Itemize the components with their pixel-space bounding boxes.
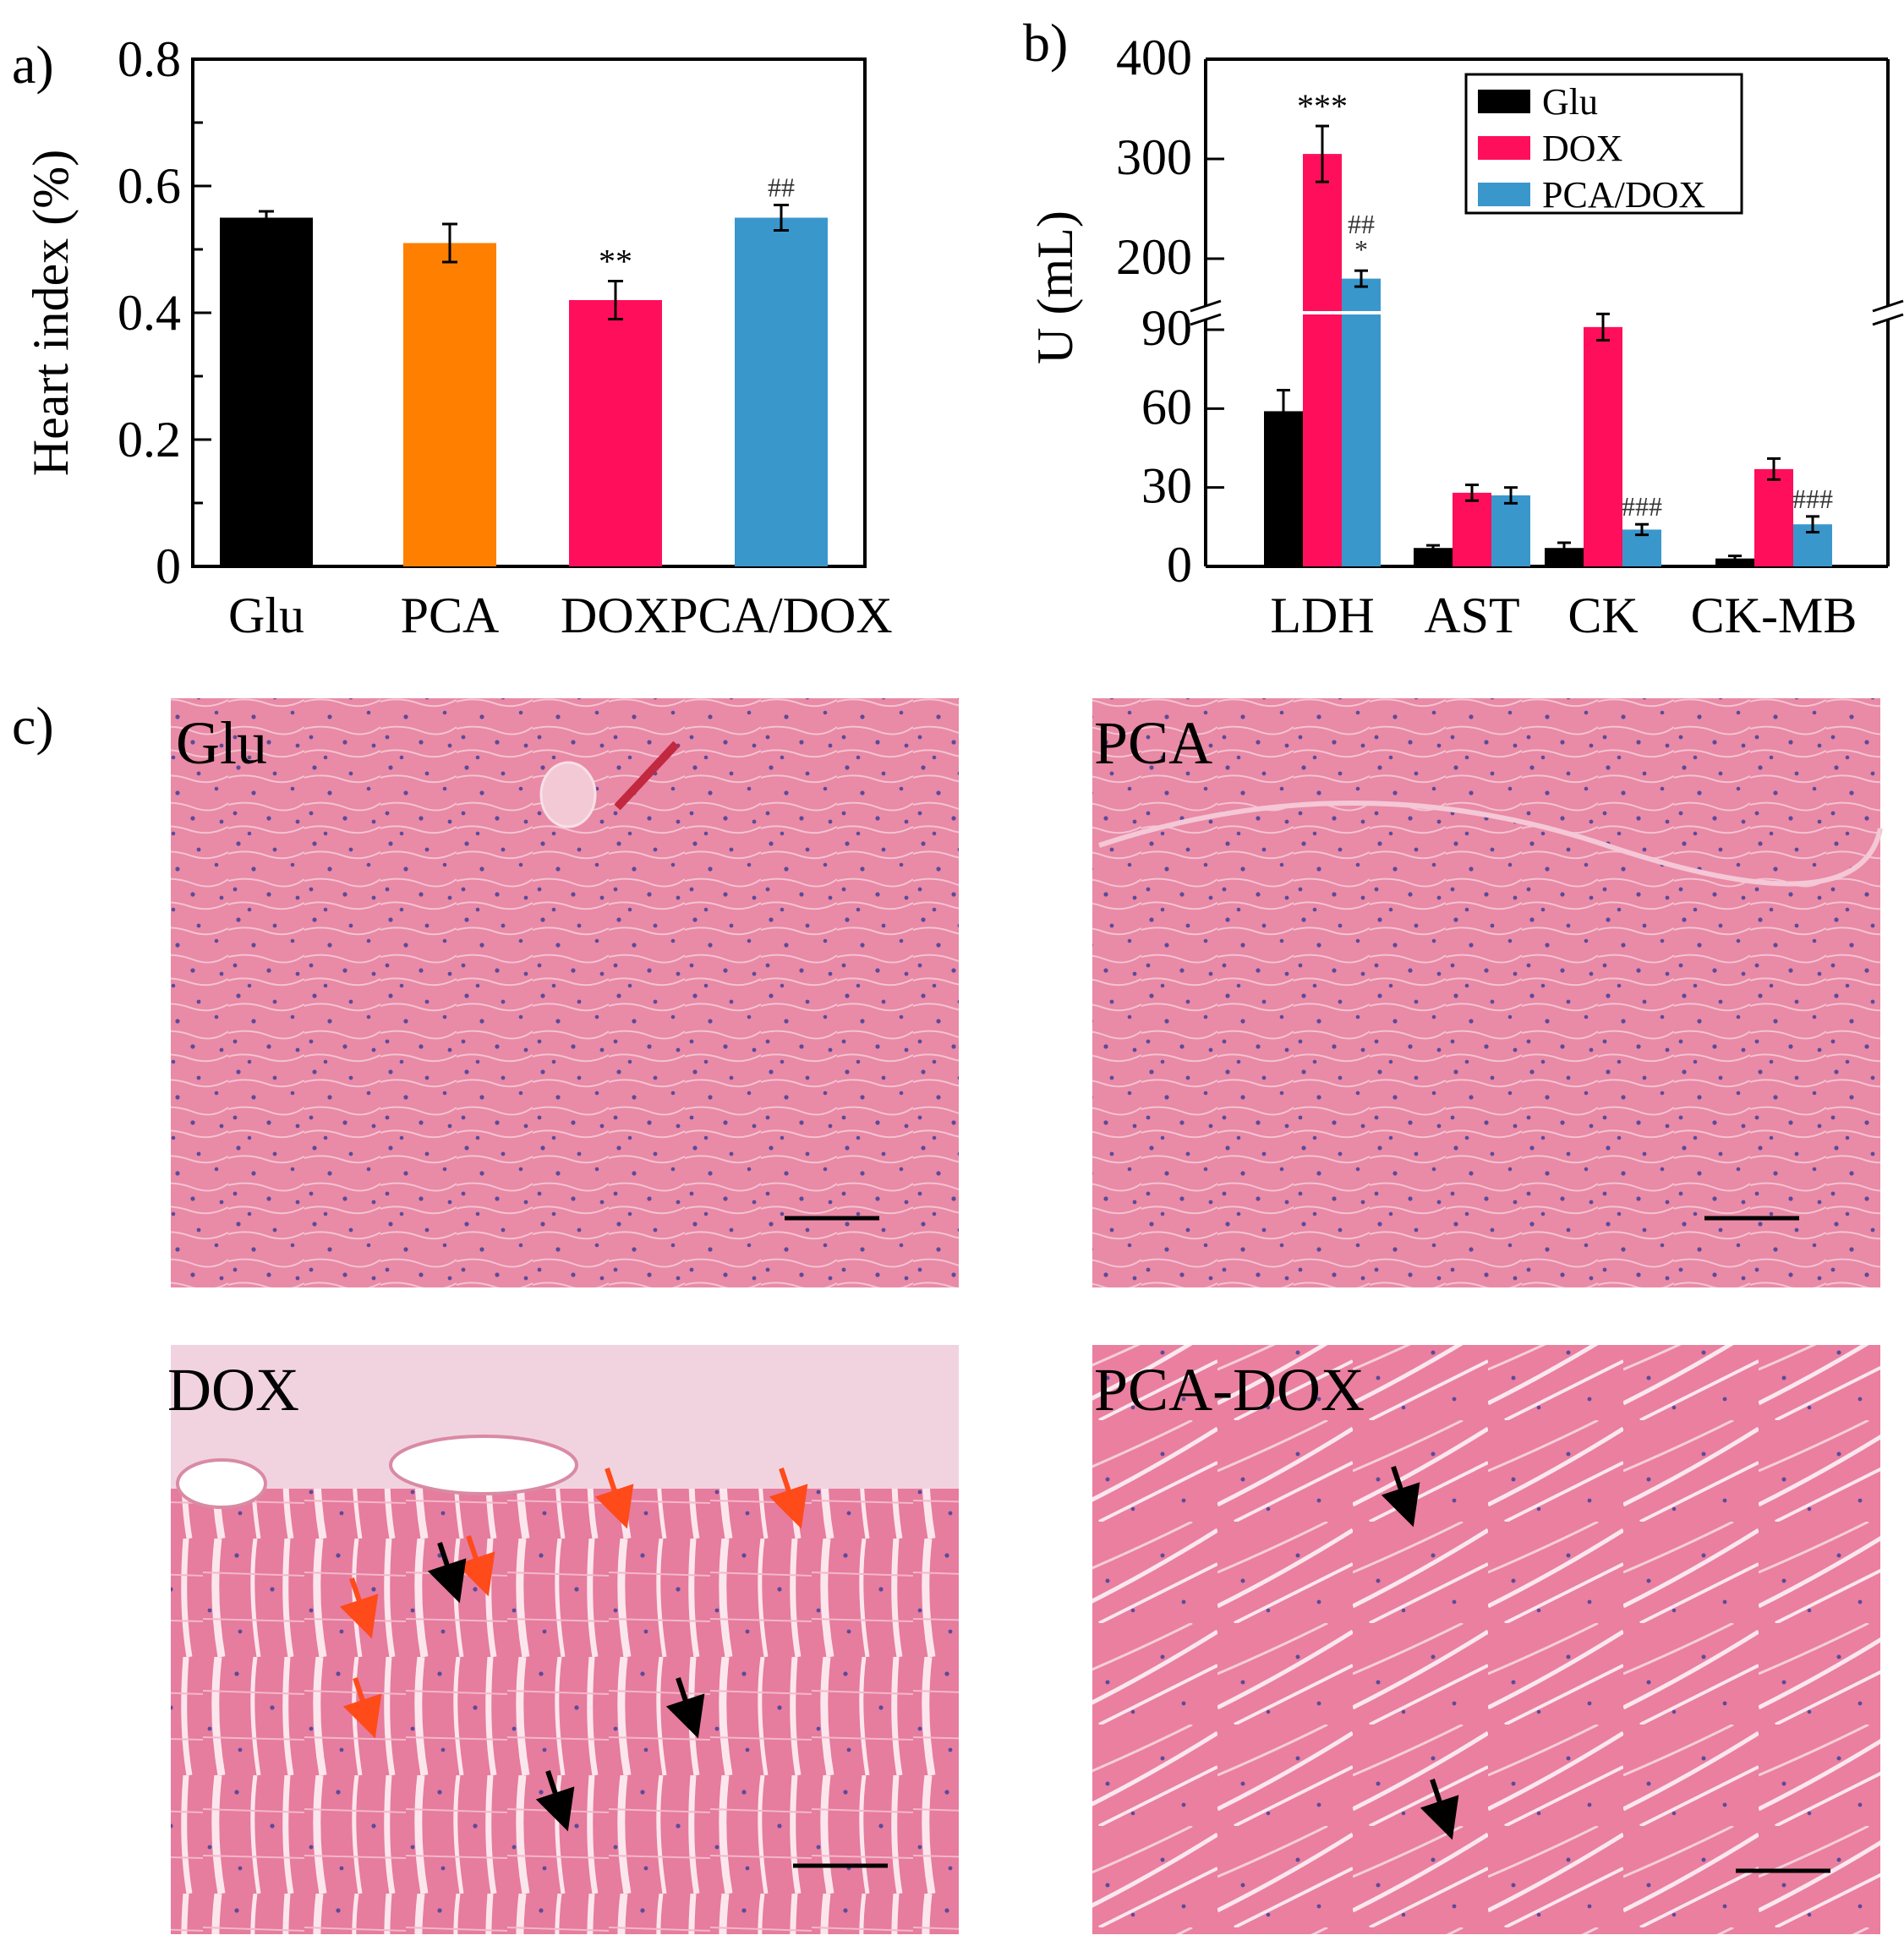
bar-glu [220, 217, 313, 566]
legend-swatch [1478, 136, 1530, 160]
axis-break-mark [1872, 299, 1904, 313]
bar-ck-dox [1584, 326, 1622, 566]
bar-ast-pca-dox [1491, 495, 1530, 566]
x-tick-label: PCA [401, 588, 500, 643]
y-tick-label: 0.4 [118, 285, 181, 341]
chart-b: 0 30 60 90 200 300 400 U (mL) *** ## * LDH AST ### CK #… [1027, 30, 1904, 643]
x-tick-label: CK [1568, 588, 1638, 643]
bar-ldh-glu [1264, 411, 1303, 566]
bar-ast-dox [1453, 492, 1491, 566]
red-arrow [456, 1535, 495, 1597]
micrograph-pca-dox: PCA-DOX [1092, 1345, 1880, 1934]
y-axis-title: U (mL) [1027, 210, 1083, 364]
x-tick-label: PCA/DOX [670, 588, 892, 643]
bar-ck-mb-dox [1754, 468, 1793, 566]
x-tick-label: AST [1424, 588, 1519, 643]
axis-break-mark [1872, 313, 1904, 326]
red-arrow [769, 1468, 808, 1529]
significance-mark: ### [1792, 484, 1833, 514]
red-arrow [342, 1677, 382, 1739]
panel-letter-b: b) [1023, 13, 1068, 73]
significance-mark: ** [599, 243, 632, 281]
significance-mark: ### [1622, 491, 1662, 522]
axis-break-mark [1190, 299, 1222, 313]
legend-swatch [1478, 90, 1530, 113]
chart-a: 0 0.2 0.4 0.6 0.8 Heart index (%) Glu PCA ** DOX #… [23, 31, 893, 643]
y-tick-label: 0.2 [118, 412, 181, 467]
micrograph-label: DOX [167, 1356, 299, 1424]
y-tick-label: 200 [1116, 229, 1192, 285]
black-arrow [535, 1770, 575, 1832]
bar-ck-mb-glu [1715, 558, 1754, 566]
black-arrow [665, 1677, 705, 1739]
y-tick-label: 0.8 [118, 31, 181, 87]
red-arrow [594, 1468, 634, 1529]
x-tick-label: Glu [228, 588, 304, 643]
legend-swatch [1478, 183, 1530, 206]
y-tick-label: 60 [1141, 379, 1192, 435]
significance-mark: ## * [1348, 209, 1375, 265]
x-tick-label: CK-MB [1691, 588, 1857, 643]
black-arrow [1420, 1779, 1459, 1840]
bar-ldh-pca-dox [1342, 278, 1381, 566]
panel-letter-a: a) [12, 35, 54, 95]
black-arrow [427, 1542, 467, 1604]
bar-ldh-dox [1303, 154, 1342, 566]
y-axis-title: Heart index (%) [23, 150, 79, 476]
legend-label: DOX [1542, 128, 1622, 169]
significance-mark: ## [768, 172, 795, 203]
micrograph-dox: DOX [167, 1345, 959, 1934]
legend-label: Glu [1542, 81, 1598, 123]
y-tick-label: 0.6 [118, 158, 181, 214]
y-tick-label: 30 [1141, 458, 1192, 514]
micrograph-pca: PCA [1092, 698, 1883, 1287]
y-tick-label: 90 [1141, 300, 1192, 356]
legend-label: PCA/DOX [1542, 174, 1705, 216]
y-tick-label: 0 [156, 538, 181, 594]
bar-pca-dox [735, 217, 828, 566]
bar-ast-glu [1414, 548, 1453, 566]
micrograph-label: Glu [176, 709, 267, 777]
bar-dox [569, 300, 662, 566]
micrograph-label: PCA-DOX [1094, 1356, 1365, 1424]
y-tick-label: 400 [1116, 30, 1192, 85]
y-tick-label: 300 [1116, 129, 1192, 185]
micrograph-label: PCA [1094, 709, 1212, 777]
bar-pca [403, 243, 496, 566]
panel-letter-c: c) [12, 696, 54, 756]
x-tick-label: DOX [561, 588, 670, 643]
legend: Glu DOX PCA/DOX [1464, 73, 1743, 216]
micrograph-glu: Glu [171, 698, 959, 1287]
black-arrow [1381, 1466, 1420, 1528]
red-arrow [339, 1577, 379, 1639]
bar-ck-glu [1545, 548, 1584, 566]
y-tick-label: 0 [1167, 537, 1192, 593]
significance-mark: *** [1297, 87, 1348, 125]
x-tick-label: LDH [1270, 588, 1374, 643]
axis-break-mark [1190, 313, 1222, 326]
